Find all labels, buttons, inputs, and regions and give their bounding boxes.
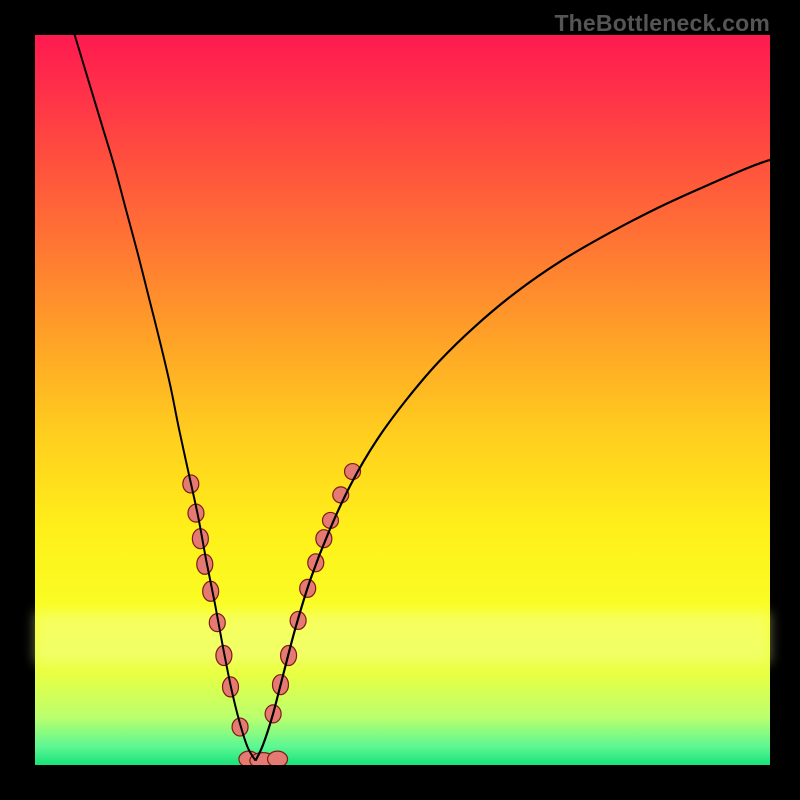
soft-band [35, 612, 770, 663]
plot-area [35, 35, 770, 765]
watermark: TheBottleneck.com [554, 10, 770, 37]
